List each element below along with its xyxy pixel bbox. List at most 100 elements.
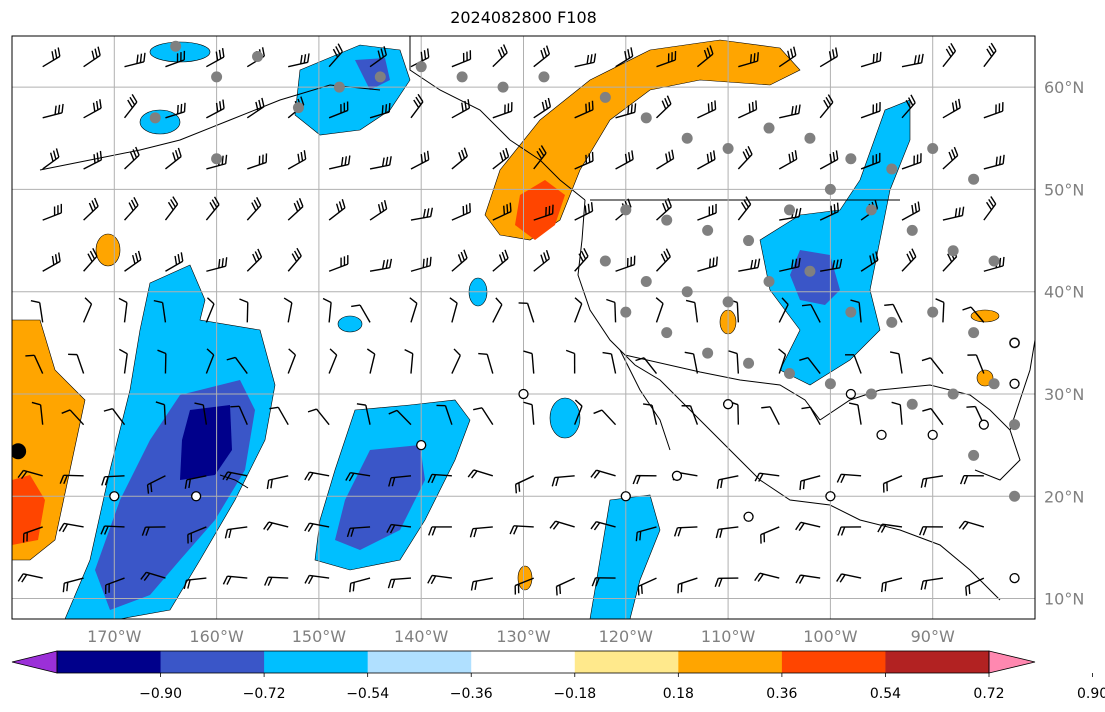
wind-barb [573, 399, 583, 425]
wind-barb [565, 349, 576, 374]
wind-barb [206, 99, 225, 119]
station-dot [538, 71, 550, 83]
station-dot [149, 112, 161, 124]
wind-barb [307, 408, 330, 426]
wind-barb [451, 249, 468, 272]
wind-barb [187, 526, 207, 544]
wind-barb [62, 577, 84, 593]
wind-barb [738, 258, 761, 272]
station-dot [906, 224, 918, 236]
station-large-dot [12, 443, 27, 460]
graticule [12, 36, 1035, 619]
colorbar-tick-label: 0.72 [973, 686, 1004, 702]
wind-barb [590, 469, 616, 479]
wind-barb [224, 526, 248, 539]
wind-barb [779, 104, 801, 119]
station-dot [988, 378, 1000, 390]
station-open-circle [190, 491, 202, 502]
station-dot [886, 163, 898, 175]
wind-barb [346, 526, 371, 538]
wind-barb [328, 155, 351, 170]
wind-barb [901, 153, 922, 170]
wind-barb [778, 297, 789, 323]
wind-barb [140, 571, 166, 581]
wind-barb [942, 206, 965, 221]
station-dot [211, 153, 223, 165]
wind-barb [328, 255, 349, 272]
wind-barb [891, 401, 903, 425]
longitude-label: 110°W [701, 627, 756, 646]
station-dot [599, 91, 611, 103]
wind-barb [574, 248, 589, 272]
negative-field-blob [549, 397, 581, 439]
coast-alaska [409, 36, 586, 201]
station-open-circle [845, 388, 857, 400]
colorbar-extend-high [988, 650, 1036, 674]
latitude-label: 40°N [1044, 283, 1084, 302]
wind-barb [124, 196, 139, 221]
wind-barb [656, 50, 677, 68]
wind-barb [819, 94, 834, 119]
wind-barb [819, 202, 839, 221]
wind-barb [760, 526, 780, 544]
wind-barb [451, 99, 471, 119]
wind-barb [304, 522, 330, 532]
wind-barb [451, 203, 471, 221]
map-frame [11, 35, 1036, 620]
wind-barb [388, 475, 412, 487]
wind-barb [118, 297, 128, 323]
wind-barb [31, 401, 44, 425]
station-dot [620, 306, 632, 318]
station-dot [865, 204, 877, 216]
wind-barb [246, 196, 262, 221]
wind-barb [574, 100, 594, 119]
wind-barb [467, 469, 494, 479]
colorbar-segment [57, 651, 162, 673]
station-dot [722, 143, 734, 155]
wind-barb [509, 525, 534, 535]
station-dot [886, 316, 898, 328]
wind-barb [549, 520, 575, 530]
wind-barb [165, 50, 186, 68]
wind-barb [206, 257, 228, 272]
wind-barb [492, 202, 512, 221]
station-dot [743, 235, 755, 247]
latitude-labels: 10°N 20°N 30°N 40°N 50°N 60°N [1044, 78, 1084, 608]
wind-barb [492, 44, 508, 68]
wind-barb [42, 148, 60, 170]
wind-barb [68, 353, 85, 374]
station-dot [804, 265, 816, 277]
wind-barb [714, 577, 739, 587]
wind-barb [965, 577, 985, 596]
wind-barb [845, 354, 862, 374]
station-dot [722, 296, 734, 308]
wind-barb [269, 406, 289, 426]
wind-barb [836, 573, 862, 583]
station-dot [947, 388, 959, 400]
wind-barb [83, 46, 101, 68]
wind-barb [247, 153, 268, 170]
wind-barb [880, 577, 903, 593]
wind-barb [799, 475, 821, 491]
wind-barb [205, 297, 215, 323]
wind-barb [642, 403, 658, 425]
wind-barb [17, 573, 43, 583]
wind-barb [146, 475, 166, 494]
wind-barb [850, 299, 862, 323]
wind-barb [366, 348, 376, 374]
wind-barb [684, 351, 699, 374]
station-dot [845, 306, 857, 318]
wind-barb [492, 297, 503, 323]
wind-barb [860, 51, 882, 68]
wind-barb [983, 196, 997, 221]
positive-field-pacific-northwest-inner [515, 180, 565, 240]
wind-barb [819, 47, 839, 68]
wind-barb [754, 472, 780, 482]
station-open-circle [722, 399, 734, 410]
wind-barb [42, 47, 61, 68]
wind-barb [17, 469, 43, 480]
station-dot [927, 306, 939, 318]
station-dot [763, 122, 775, 134]
station-open-circle [927, 429, 938, 441]
wind-barb [635, 526, 657, 542]
